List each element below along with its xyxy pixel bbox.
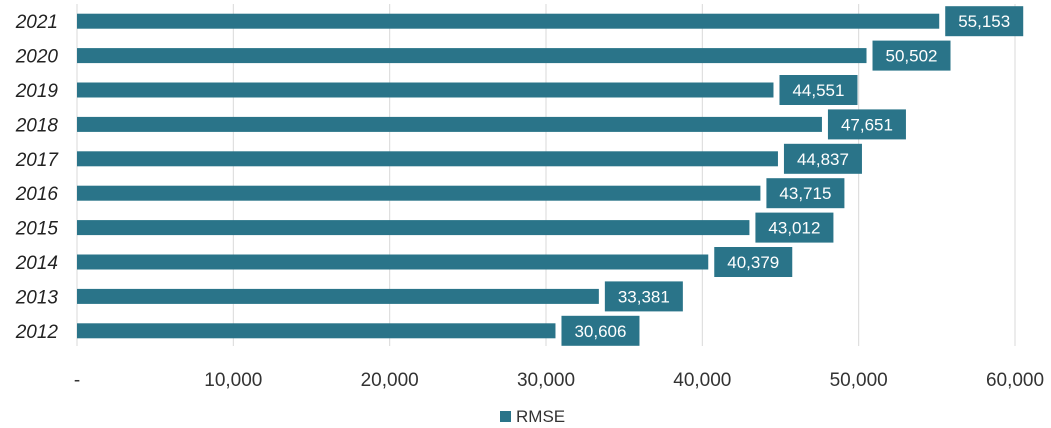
data-label: 44,551 [792, 81, 844, 100]
bar [77, 13, 940, 29]
bars: 55,153 50,502 44,551 47,651 44,837 43,715 43,0… [77, 6, 1024, 346]
bar [77, 254, 709, 270]
category-label: 2019 [15, 81, 59, 102]
data-label: 43,012 [768, 219, 820, 238]
data-label: 40,379 [727, 253, 779, 272]
bar [77, 288, 599, 304]
data-label-box [714, 247, 793, 277]
bar [77, 185, 761, 201]
data-label: 33,381 [618, 287, 670, 306]
data-label-box [783, 143, 862, 174]
category-label: 2012 [15, 322, 59, 343]
category-label: 2017 [15, 150, 60, 171]
data-label: 44,837 [797, 150, 849, 169]
category-label: 2018 [15, 115, 59, 136]
x-tick-label: 40,000 [673, 370, 731, 391]
category-label: 2013 [15, 287, 59, 308]
legend-label-rmse: RMSE [516, 407, 565, 426]
data-label-box [827, 109, 906, 140]
category-label: 2015 [15, 219, 59, 240]
x-tick-label: 20,000 [361, 370, 419, 391]
data-label: 47,651 [841, 115, 893, 134]
data-label-box [604, 281, 683, 312]
data-label: 30,606 [574, 322, 626, 341]
bar [77, 323, 556, 339]
category-labels: 2021 2020 2019 2018 2017 2016 2015 2014 2013 2012 [15, 12, 60, 343]
x-axis-ticks: - 10,000 20,000 30,000 40,000 50,000 60,000 [74, 370, 1044, 391]
category-label: 2020 [15, 47, 59, 68]
bar [77, 48, 867, 64]
category-label: 2021 [15, 12, 58, 33]
bar [77, 116, 822, 132]
x-tick-label: - [74, 370, 80, 391]
data-label-box [766, 178, 845, 209]
data-label: 43,715 [779, 184, 831, 203]
data-label-box [945, 6, 1024, 37]
bar [77, 220, 750, 236]
category-label: 2016 [15, 184, 59, 205]
legend: RMSE [500, 407, 565, 426]
data-label-box [561, 315, 640, 346]
x-tick-label: 10,000 [204, 370, 262, 391]
data-label-box [755, 212, 834, 243]
data-label: 50,502 [886, 47, 938, 66]
bar [77, 82, 774, 98]
category-label: 2014 [15, 253, 58, 274]
x-tick-label: 60,000 [986, 370, 1044, 391]
data-label: 55,153 [958, 12, 1010, 31]
legend-swatch-rmse [500, 411, 511, 422]
bar [77, 151, 778, 167]
data-label-box [779, 75, 858, 105]
x-tick-label: 50,000 [830, 370, 888, 391]
data-label-box [872, 40, 951, 71]
x-tick-label: 30,000 [517, 370, 575, 391]
